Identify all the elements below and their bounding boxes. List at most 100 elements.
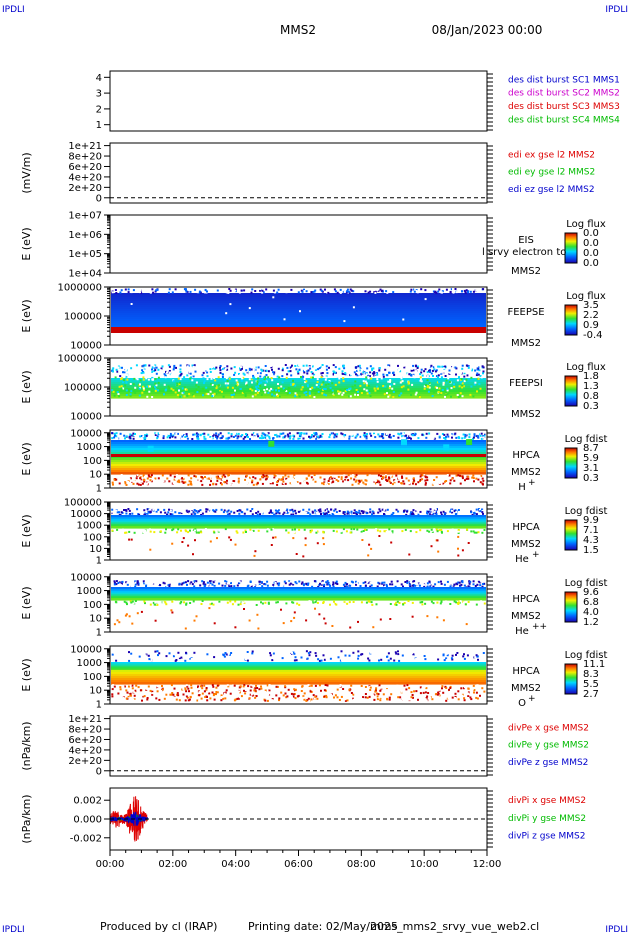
spectrogram-band xyxy=(111,295,486,298)
spectrogram-pixel xyxy=(378,684,381,687)
spectrogram-pixel xyxy=(371,510,374,513)
spectrogram-pixel xyxy=(461,364,464,367)
spectrogram-pixel xyxy=(398,369,400,372)
spectrogram-pixel xyxy=(294,475,296,478)
spectrogram-pixel xyxy=(311,695,314,698)
spectrogram-pixel xyxy=(400,511,403,514)
spectrogram-pixel xyxy=(256,613,259,616)
spectrogram-pixel xyxy=(154,619,157,622)
spectrogram-pixel xyxy=(240,650,242,653)
spectrogram-pixel xyxy=(400,482,403,485)
spectrogram-band xyxy=(111,303,486,306)
spectrogram-pixel xyxy=(170,609,173,612)
spectrogram-pixel xyxy=(222,697,225,700)
spectrogram-pixel xyxy=(282,387,285,390)
spectrogram-pixel xyxy=(278,512,281,515)
spectrogram-pixel xyxy=(287,512,290,515)
spectrogram-pixel xyxy=(329,433,332,436)
spectrogram-pixel xyxy=(278,478,281,481)
spectrogram-pixel xyxy=(346,288,349,291)
spectrogram-pixel xyxy=(470,698,473,701)
spectrogram-pixel xyxy=(118,621,121,624)
spectrogram-pixel xyxy=(428,479,431,482)
spectrogram-pixel xyxy=(252,476,255,479)
spectrogram-pixel xyxy=(134,481,137,484)
spectrogram-pixel xyxy=(337,482,339,485)
spectrogram-pixel xyxy=(138,366,141,369)
spectrogram-pixel xyxy=(171,529,174,532)
spectrogram-pixel xyxy=(313,697,316,699)
spectrogram-pixel xyxy=(261,511,264,514)
spectrogram-pixel xyxy=(288,432,291,435)
spectrogram-pixel xyxy=(305,529,308,532)
spectrogram-pixel xyxy=(277,383,279,385)
spectrogram-pixel xyxy=(305,364,308,367)
spectrogram-pixel xyxy=(334,371,337,374)
spectrogram-pixel xyxy=(249,583,252,586)
spectrogram-band xyxy=(111,319,486,322)
spectrogram-pixel xyxy=(461,694,464,697)
spectrogram-pixel xyxy=(171,611,174,614)
spectrogram-pixel xyxy=(116,391,119,394)
spectrogram-pixel xyxy=(446,387,449,390)
spectrogram-pixel xyxy=(437,290,440,293)
spectrogram-pixel xyxy=(371,367,374,370)
spectrogram-pixel xyxy=(119,479,122,482)
spectrogram-pixel xyxy=(346,510,349,513)
spectrogram-pixel xyxy=(147,474,150,477)
spectrogram-pixel xyxy=(209,603,212,606)
spectrogram-pixel xyxy=(174,375,177,378)
spectrogram-pixel xyxy=(392,367,395,370)
spectrogram-pixel xyxy=(323,585,325,588)
spectrogram-pixel xyxy=(390,541,393,544)
spectrogram-pixel xyxy=(176,394,179,396)
spectrogram-pixel xyxy=(331,477,334,480)
spectrogram-pixel xyxy=(445,391,447,394)
spectrogram-pixel xyxy=(223,481,226,483)
spectrogram-pixel xyxy=(319,508,322,511)
spectrogram-pixel xyxy=(298,437,301,440)
spectrogram-pixel xyxy=(348,601,351,604)
colorbar-tick-label: 2.2 xyxy=(583,310,599,321)
spectrogram-pixel xyxy=(327,476,330,479)
spectrogram-pixel xyxy=(195,474,198,477)
spectrogram-pixel xyxy=(401,435,404,438)
spectrogram-pixel xyxy=(144,434,146,437)
spectrogram-pixel xyxy=(242,434,245,437)
spectrogram-pixel xyxy=(444,689,447,691)
spectrogram-pixel xyxy=(261,369,264,372)
spectrogram-band xyxy=(111,668,486,671)
spectrogram-pixel xyxy=(308,375,311,378)
spectrogram-pixel xyxy=(172,482,175,484)
spectrogram-pixel xyxy=(144,581,147,584)
spectrogram-pixel xyxy=(451,583,454,586)
spectrogram-pixel xyxy=(228,653,231,656)
spectrogram-pixel xyxy=(467,542,470,544)
spectrogram-pixel xyxy=(480,437,483,440)
colorbar-tick-label: 7.1 xyxy=(583,525,599,536)
spectrogram-pixel xyxy=(264,383,267,386)
spectrogram-pixel xyxy=(361,693,364,696)
spectrogram-pixel xyxy=(362,581,365,584)
spectrogram-pixel xyxy=(408,370,411,373)
spectrogram-pixel xyxy=(198,479,201,482)
spectrogram-pixel xyxy=(142,387,145,390)
spectrogram-pixel xyxy=(406,512,409,514)
spectrogram-pixel xyxy=(234,434,237,437)
spectrogram-pixel xyxy=(380,436,383,439)
spectrogram-pixel xyxy=(267,376,270,379)
spectrogram-pixel xyxy=(289,437,292,440)
spectrogram-pixel xyxy=(350,367,353,370)
spectrogram-band xyxy=(111,596,486,599)
spectrogram-pixel xyxy=(297,652,300,655)
spectrogram-pixel xyxy=(336,433,339,436)
spectrogram-pixel xyxy=(472,474,475,477)
spectrogram-pixel xyxy=(180,583,183,586)
spectrogram-pixel xyxy=(341,435,344,438)
spectrogram-pixel xyxy=(334,290,337,293)
spectrogram-pixel xyxy=(321,580,324,583)
spectrogram-pixel xyxy=(281,478,284,481)
spectrogram-pixel xyxy=(405,583,408,586)
spectrogram-pixel xyxy=(445,657,448,660)
spectrogram-pixel xyxy=(146,508,149,511)
